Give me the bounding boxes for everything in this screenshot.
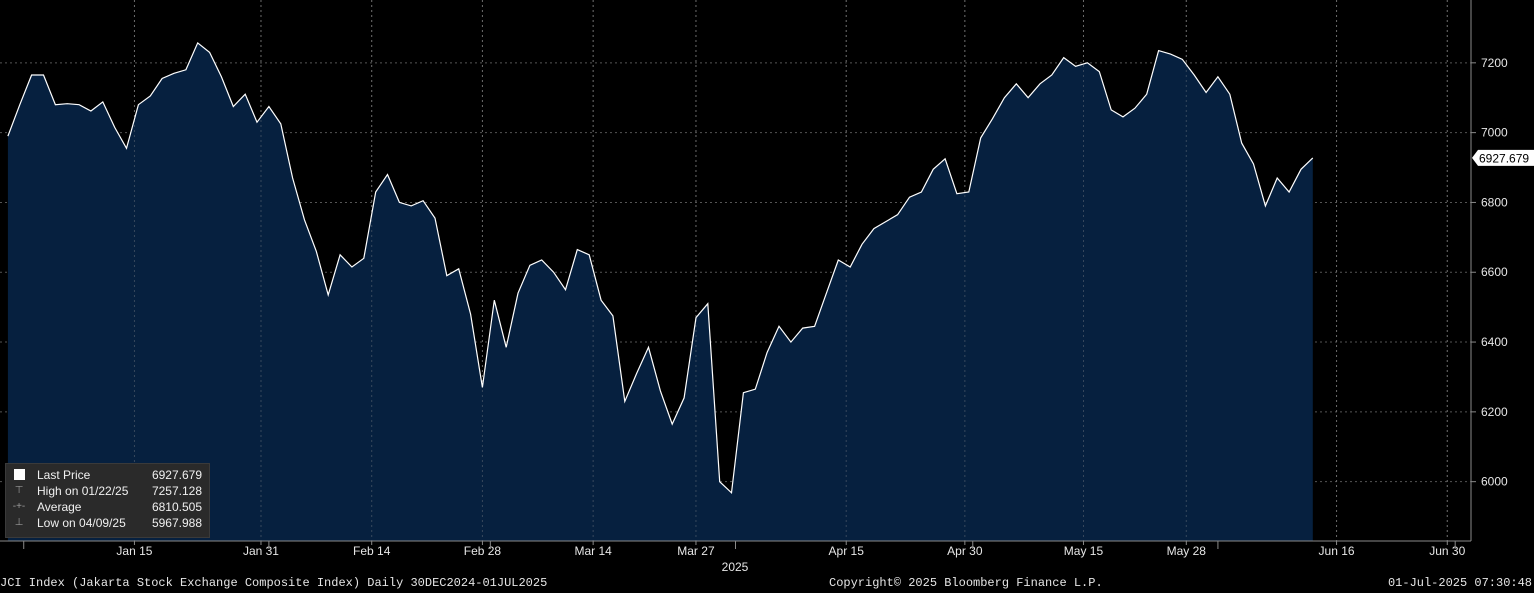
footer-security-description: JCI Index (Jakarta Stock Exchange Compos… — [0, 576, 548, 590]
footer-timestamp: 01-Jul-2025 07:30:48 — [1387, 576, 1532, 590]
x-tick-label: Apr 15 — [829, 544, 865, 558]
footer-copyright: Copyright© 2025 Bloomberg Finance L.P. — [829, 576, 1103, 590]
x-axis-year-label: 2025 — [722, 560, 749, 574]
last-price-tag-text: 6927.679 — [1479, 151, 1529, 165]
x-tick-label: Mar 14 — [574, 544, 612, 558]
x-tick-label: May 15 — [1064, 544, 1104, 558]
low-marker-icon: ⊥ — [14, 517, 24, 528]
legend-row-high: ⊤ High on 01/22/25 7257.128 — [12, 483, 208, 499]
x-tick-label: Apr 30 — [947, 544, 983, 558]
x-tick-label: Jun 16 — [1319, 544, 1355, 558]
legend-label: Low on 04/09/25 — [37, 516, 126, 530]
y-tick-label: 6600 — [1481, 265, 1508, 279]
legend-value: 7257.128 — [151, 484, 202, 498]
y-axis-ticks: 6000 6200 6400 6600 6800 7000 7200 — [1471, 56, 1508, 489]
legend-value: 6810.505 — [151, 500, 202, 514]
legend-label: Average — [37, 500, 82, 514]
chart-legend: Last Price 6927.679 ⊤ High on 01/22/25 7… — [5, 463, 210, 538]
legend-value: 6927.679 — [151, 468, 202, 482]
square-icon — [12, 467, 26, 483]
x-tick-label: Jun 30 — [1429, 544, 1465, 558]
legend-row-average: -+- Average 6810.505 — [12, 499, 208, 515]
y-tick-label: 7000 — [1481, 126, 1508, 140]
average-marker-icon: -+- — [12, 501, 26, 512]
x-tick-label: Mar 27 — [677, 544, 715, 558]
x-tick-label: Jan 31 — [243, 544, 279, 558]
legend-value: 5967.988 — [151, 516, 202, 530]
legend-row-low: ⊥ Low on 04/09/25 5967.988 — [12, 515, 208, 531]
y-tick-label: 6800 — [1481, 195, 1508, 209]
x-tick-label: May 28 — [1167, 544, 1207, 558]
x-tick-label: Feb 28 — [464, 544, 502, 558]
high-marker-icon: ⊤ — [14, 485, 24, 496]
last-price-tag: 6927.679 — [1472, 149, 1534, 166]
x-tick-label: Feb 14 — [353, 544, 391, 558]
x-axis-ticks: Jan 15 Jan 31 Feb 14 Feb 28 Mar 14 Mar 27 Apr … — [23, 541, 1466, 558]
y-tick-label: 6000 — [1481, 475, 1508, 489]
y-tick-label: 6400 — [1481, 335, 1508, 349]
price-area — [7, 42, 1313, 542]
y-tick-label: 6200 — [1481, 405, 1508, 419]
x-tick-label: Jan 15 — [116, 544, 152, 558]
y-tick-label: 7200 — [1481, 56, 1508, 70]
legend-row-last-price: Last Price 6927.679 — [12, 467, 208, 483]
legend-label: High on 01/22/25 — [37, 484, 129, 498]
legend-label: Last Price — [37, 468, 91, 482]
price-line — [7, 41, 1314, 495]
